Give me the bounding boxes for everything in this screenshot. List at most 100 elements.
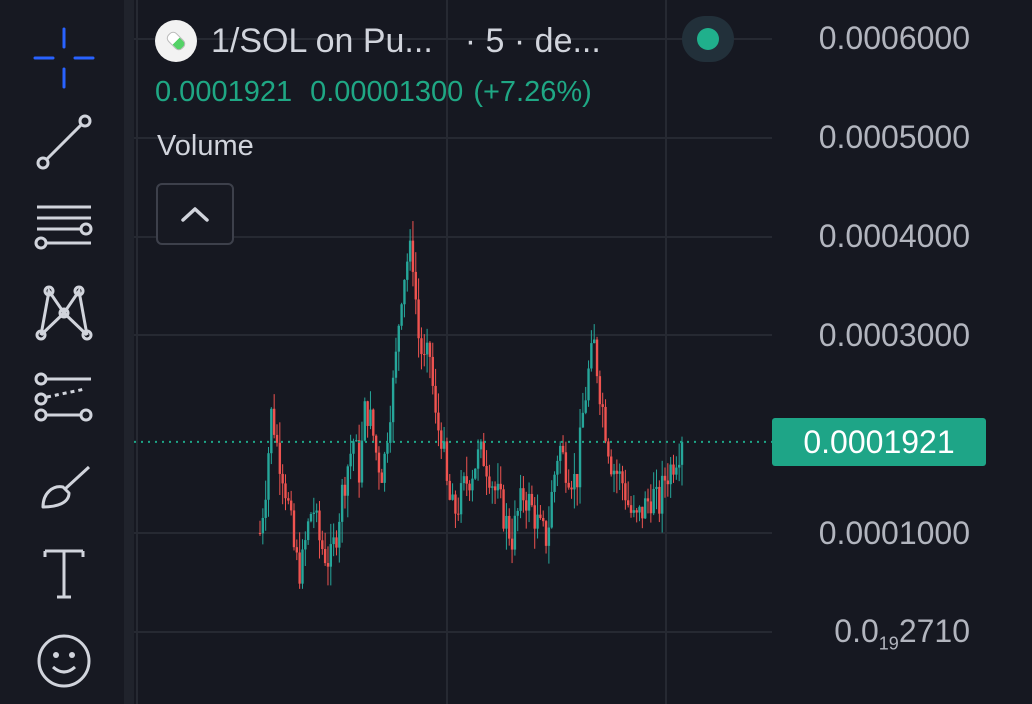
candle xyxy=(513,515,517,550)
crosshair-icon xyxy=(33,27,95,89)
candle xyxy=(595,339,599,377)
market-status[interactable] xyxy=(682,16,734,62)
candle xyxy=(406,261,409,280)
candle xyxy=(564,452,568,483)
collapse-legend-button[interactable] xyxy=(156,183,234,245)
text-tool[interactable] xyxy=(22,536,106,608)
brush-tool[interactable] xyxy=(22,448,106,520)
candle xyxy=(601,404,604,407)
candle xyxy=(672,464,675,475)
candle xyxy=(612,470,616,475)
candle xyxy=(360,440,364,483)
candle xyxy=(468,483,471,491)
candle xyxy=(621,471,624,484)
candle xyxy=(576,474,579,488)
candle xyxy=(278,442,282,474)
candle xyxy=(306,521,310,541)
candle xyxy=(292,510,296,548)
candle xyxy=(471,478,474,491)
candle xyxy=(519,488,522,511)
candle xyxy=(448,480,451,500)
candle xyxy=(677,464,681,468)
candle xyxy=(655,486,658,489)
candle xyxy=(434,385,437,413)
candle xyxy=(346,466,349,496)
candle xyxy=(267,453,270,500)
candle xyxy=(349,453,352,467)
chart-area[interactable] xyxy=(134,0,1032,704)
candle xyxy=(479,441,483,450)
pill-icon xyxy=(164,29,188,53)
price-change-percent: (+7.26%) xyxy=(473,76,592,108)
quote-row: 0.0001921 0.00001300 (+7.26%) xyxy=(155,76,592,109)
candle xyxy=(295,547,299,553)
candle xyxy=(663,475,667,481)
candle xyxy=(675,467,678,475)
candle xyxy=(590,343,593,369)
candle xyxy=(493,486,497,491)
candle xyxy=(530,493,534,506)
candle xyxy=(567,482,570,488)
candle xyxy=(491,486,494,488)
candle xyxy=(539,514,542,518)
forecast-tool[interactable] xyxy=(22,362,106,434)
candle xyxy=(658,486,661,514)
candle xyxy=(394,351,398,378)
candle xyxy=(474,468,477,479)
candle xyxy=(338,521,341,548)
candle xyxy=(482,441,485,466)
candle xyxy=(363,401,366,441)
candle xyxy=(264,499,267,518)
candle xyxy=(516,510,519,516)
current-price-tag: 0.0001921 xyxy=(772,418,986,466)
candle xyxy=(261,517,265,534)
candle xyxy=(542,517,545,522)
candle xyxy=(312,512,316,514)
fib-levels-tool[interactable] xyxy=(22,190,106,262)
emoji-tool[interactable] xyxy=(22,622,106,694)
candle xyxy=(499,483,502,490)
candle xyxy=(425,342,429,355)
candle xyxy=(428,342,432,357)
crosshair-tool[interactable] xyxy=(22,22,106,94)
candle xyxy=(318,510,321,541)
candle xyxy=(377,452,381,473)
candle xyxy=(298,552,301,584)
candle xyxy=(408,240,412,262)
candle xyxy=(660,475,664,514)
candle xyxy=(547,527,551,546)
candle xyxy=(369,409,372,426)
symbol-title[interactable]: 1/SOL on Pu... xyxy=(211,21,433,60)
candle xyxy=(476,449,480,469)
candle xyxy=(397,325,400,352)
candle xyxy=(587,368,590,401)
candle xyxy=(352,441,355,454)
price-chart[interactable] xyxy=(134,0,1032,704)
candle xyxy=(643,498,647,519)
candle xyxy=(309,513,313,522)
candle xyxy=(391,377,395,423)
candle xyxy=(289,500,293,511)
volume-indicator-label[interactable]: Volume xyxy=(157,130,254,162)
candle xyxy=(550,491,553,528)
candle xyxy=(454,494,457,514)
candle xyxy=(304,540,307,550)
candle xyxy=(343,484,347,496)
candle xyxy=(536,514,539,529)
candle xyxy=(281,473,284,484)
interval-label[interactable]: · 5 · de... xyxy=(464,21,601,60)
candle xyxy=(420,338,423,355)
price-axis-label: 0.0006000 xyxy=(818,20,970,56)
candle xyxy=(355,440,358,442)
trend-line-tool[interactable] xyxy=(22,106,106,178)
candle xyxy=(440,430,443,449)
candle xyxy=(626,500,630,506)
patterns-tool[interactable] xyxy=(22,276,106,348)
candle xyxy=(442,441,446,449)
last-price: 0.0001921 xyxy=(155,76,293,108)
forecast-icon xyxy=(34,372,93,422)
price-axis-label: 0.0004000 xyxy=(818,218,970,254)
candle xyxy=(527,493,531,511)
price-change: 0.00001300 xyxy=(310,76,464,108)
candle xyxy=(459,483,463,515)
